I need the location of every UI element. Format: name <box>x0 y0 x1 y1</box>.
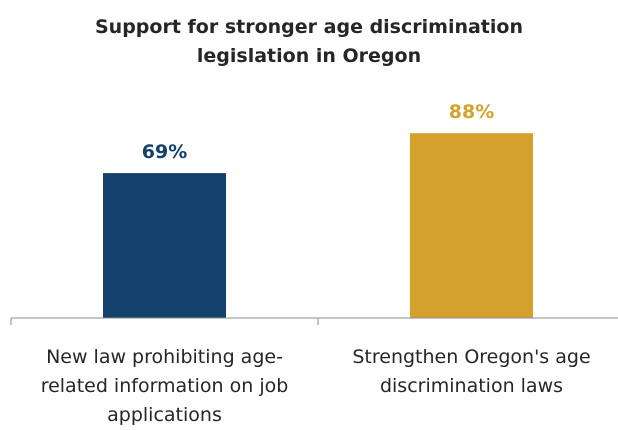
bar-value-label-2: 88% <box>449 101 494 123</box>
category-labels-group: New law prohibiting age-related informat… <box>41 346 591 426</box>
category-label-1-line-3: applications <box>107 404 222 426</box>
x-axis <box>10 317 618 325</box>
bar-2 <box>410 133 533 318</box>
bar-value-label-1: 69% <box>142 141 187 163</box>
bar-1 <box>103 173 226 318</box>
category-label-1-line-1: New law prohibiting age- <box>46 346 283 368</box>
bars-group <box>103 133 533 318</box>
chart-title-line-2: legislation in Oregon <box>197 45 421 67</box>
value-labels-group: 69% 88% <box>142 101 494 163</box>
chart-title: Support for stronger age discrimination … <box>95 16 523 67</box>
category-label-2-line-1: Strengthen Oregon's age <box>352 346 590 368</box>
chart-title-line-1: Support for stronger age discrimination <box>95 16 523 38</box>
category-label-2-line-2: discrimination laws <box>380 375 563 397</box>
category-label-1-line-2: related information on job <box>41 375 289 397</box>
